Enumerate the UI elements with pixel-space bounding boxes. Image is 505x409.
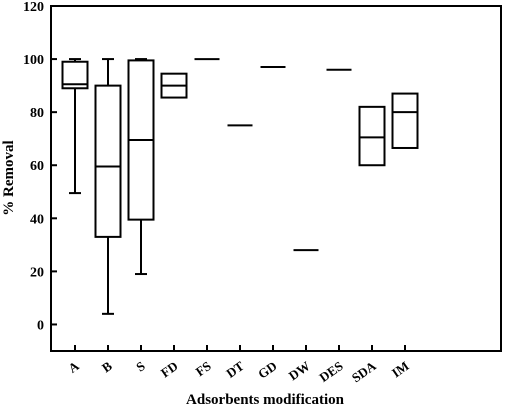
y-tick-label: 120 xyxy=(23,0,44,15)
box-s xyxy=(127,58,155,276)
x-tick-label: FD xyxy=(158,358,181,380)
box-a xyxy=(61,58,89,195)
box-sda xyxy=(358,105,386,167)
box-iqr xyxy=(391,92,419,149)
x-tick-label: DES xyxy=(316,358,345,385)
x-tick-label: FS xyxy=(193,358,214,379)
box-iqr xyxy=(61,60,89,90)
y-axis-ticks: 0 20 40 60 80 100 120 xyxy=(23,0,57,333)
x-tick-label: DT xyxy=(223,358,247,381)
box-fd xyxy=(160,72,188,99)
x-tick-label: DW xyxy=(286,358,313,383)
y-axis-title: % Removal xyxy=(1,140,17,215)
box-b xyxy=(94,58,122,315)
x-tick-label: B xyxy=(99,358,115,375)
plot-marks xyxy=(61,58,419,315)
plot-frame xyxy=(50,5,502,352)
y-tick-label: 60 xyxy=(30,159,44,174)
box-im xyxy=(391,92,419,149)
box-iqr xyxy=(94,84,122,238)
x-axis-title: Adsorbents modification xyxy=(186,392,345,408)
y-tick-label: 100 xyxy=(23,53,44,68)
y-tick-label: 20 xyxy=(30,265,44,280)
x-tick-label: SDA xyxy=(349,358,379,386)
x-tick-label: GD xyxy=(255,358,280,381)
y-tick-label: 40 xyxy=(30,212,44,227)
x-tick-label: A xyxy=(65,358,82,376)
x-tick-label: IM xyxy=(389,358,412,380)
x-tick-label: S xyxy=(133,358,148,374)
y-tick-label: 0 xyxy=(37,318,44,333)
box-iqr xyxy=(358,105,386,167)
y-tick-label: 80 xyxy=(30,106,44,121)
